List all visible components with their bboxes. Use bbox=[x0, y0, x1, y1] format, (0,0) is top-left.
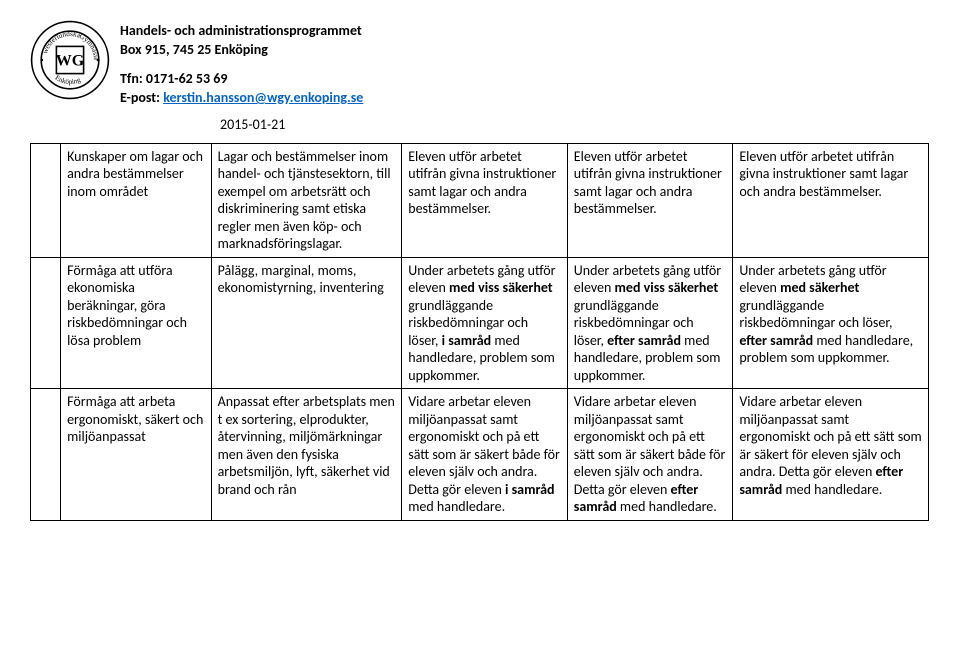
cell-topic: Förmåga att arbeta ergonomiskt, säkert o… bbox=[61, 389, 212, 521]
cell-grade-a: Under arbetets gång utför eleven med säk… bbox=[733, 257, 929, 389]
cell-grade-e: Under arbetets gång utför eleven med vis… bbox=[402, 257, 568, 389]
cell-blank bbox=[31, 143, 61, 257]
logo-text-top: westerlundska bbox=[41, 30, 82, 55]
header-program: Handels- och administrationsprogrammet bbox=[120, 22, 363, 41]
cell-grade-e: Eleven utför arbetet utifrån givna instr… bbox=[402, 143, 568, 257]
table-row: Förmåga att utföra ekonomiska beräkninga… bbox=[31, 257, 929, 389]
table-row: Förmåga att arbeta ergonomiskt, säkert o… bbox=[31, 389, 929, 521]
logo-monogram: WG bbox=[56, 53, 85, 70]
header-email-label: E-post: bbox=[120, 89, 163, 106]
cell-grade-c: Under arbetets gång utför eleven med vis… bbox=[567, 257, 733, 389]
header-address: Box 915, 745 25 Enköping bbox=[120, 41, 363, 60]
logo-text-bottom: Enköping bbox=[54, 74, 83, 86]
header-phone: Tfn: 0171-62 53 69 bbox=[120, 70, 363, 89]
document-header: westerlundska Gymnasiet Enköping WG Hand… bbox=[30, 20, 929, 108]
school-logo: westerlundska Gymnasiet Enköping WG bbox=[30, 20, 110, 100]
cell-blank bbox=[31, 389, 61, 521]
logo-container: westerlundska Gymnasiet Enköping WG bbox=[30, 20, 120, 104]
cell-topic: Kunskaper om lagar och andra bestämmelse… bbox=[61, 143, 212, 257]
table-row: Kunskaper om lagar och andra bestämmelse… bbox=[31, 143, 929, 257]
cell-topic: Förmåga att utföra ekonomiska beräkninga… bbox=[61, 257, 212, 389]
cell-content: Lagar och bestämmelser inom handel- och … bbox=[211, 143, 402, 257]
cell-grade-c: Vidare arbetar eleven miljöanpassat samt… bbox=[567, 389, 733, 521]
cell-grade-a: Eleven utför arbetet utifrån givna instr… bbox=[733, 143, 929, 257]
cell-content: Anpassat efter arbetsplats men t ex sort… bbox=[211, 389, 402, 521]
header-text-block: Handels- och administrationsprogrammet B… bbox=[120, 20, 363, 108]
svg-text:westerlundska: westerlundska bbox=[41, 30, 82, 55]
document-date: 2015-01-21 bbox=[220, 116, 929, 133]
criteria-table: Kunskaper om lagar och andra bestämmelse… bbox=[30, 143, 929, 521]
cell-content: Pålägg, marginal, moms, ekonomistyrning,… bbox=[211, 257, 402, 389]
header-email-line: E-post: kerstin.hansson@wgy.enkoping.se bbox=[120, 89, 363, 108]
header-email-link[interactable]: kerstin.hansson@wgy.enkoping.se bbox=[163, 89, 363, 106]
cell-grade-c: Eleven utför arbetet utifrån givna instr… bbox=[567, 143, 733, 257]
cell-grade-e: Vidare arbetar eleven miljöanpassat samt… bbox=[402, 389, 568, 521]
cell-blank bbox=[31, 257, 61, 389]
cell-grade-a: Vidare arbetar eleven miljöanpassat samt… bbox=[733, 389, 929, 521]
svg-text:Enköping: Enköping bbox=[54, 74, 83, 86]
